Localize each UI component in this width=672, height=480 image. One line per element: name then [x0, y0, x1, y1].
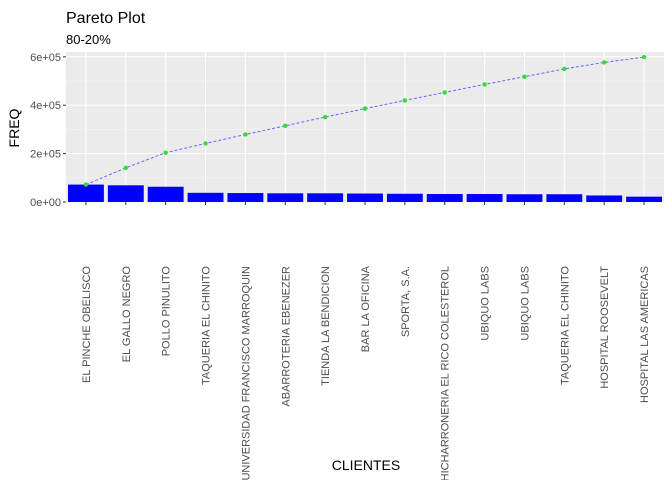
gridlines — [66, 52, 664, 203]
cumulative-point — [243, 132, 248, 137]
x-tick-label: SPORTA, S.A. — [400, 266, 412, 337]
cumulative-point — [163, 150, 168, 155]
cumulative-point — [482, 82, 487, 87]
x-tick-label: UBIQUO LABS — [480, 266, 492, 341]
bar — [107, 185, 144, 202]
chart-subtitle: 80-20% — [66, 32, 111, 47]
bars-layer — [67, 184, 663, 202]
bar — [227, 193, 264, 202]
x-tick-label: POLLO PINULITO — [161, 266, 173, 357]
bar — [586, 195, 623, 202]
cumulative-point — [322, 114, 328, 120]
x-tick-label: EL PINCHE OBELISCO — [81, 266, 93, 383]
x-axis-title: CLIENTES — [332, 457, 400, 473]
x-tick-label: EL GALLO NEGRO — [121, 266, 133, 363]
y-tick-label: 6e+05 — [30, 52, 61, 64]
x-tick-label: BAR LA OFICINA — [360, 265, 372, 352]
x-tick-label: HOSPITAL LAS AMERICAS — [639, 266, 651, 403]
bar — [147, 186, 184, 202]
x-tick-label: TAQUERIA EL CHINITO — [201, 266, 213, 385]
cumulative-point — [283, 123, 288, 128]
cumulative-point — [123, 165, 128, 171]
chart-title: Pareto Plot — [66, 10, 146, 27]
cumulative-point — [83, 182, 89, 187]
y-tick-label: 4e+05 — [30, 100, 61, 112]
bar — [506, 194, 543, 202]
x-tick-label: ABARROTERIA EBENEZER — [280, 266, 292, 407]
cumulative-point — [641, 54, 647, 60]
cumulative-point — [362, 106, 368, 111]
x-tick-label: UNIVERSIDAD FRANCISCO MARROQUIN — [240, 266, 252, 480]
bar — [386, 193, 423, 202]
bar — [466, 194, 503, 202]
bar — [426, 194, 463, 202]
bar — [347, 193, 383, 202]
bar — [267, 193, 304, 202]
cumulative-point — [522, 74, 527, 79]
y-tick-label: 0e+00 — [30, 197, 61, 209]
cumulative-point — [402, 98, 408, 103]
bar — [67, 184, 104, 202]
x-tick-label: TAQUERIA EL CHINITO — [559, 266, 571, 385]
cumulative-points — [83, 54, 647, 187]
y-axis-ticks: 0e+00 2e+05 4e+05 6e+05 — [30, 52, 66, 209]
cumulative-point — [602, 60, 607, 65]
y-tick-label: 2e+05 — [30, 149, 61, 161]
y-axis-title: FREQ — [6, 108, 22, 147]
bar — [626, 196, 663, 202]
bar — [187, 192, 224, 202]
x-tick-label: TIENDA LA BENDICION — [320, 266, 332, 386]
x-tick-label: CHICHARRONERIA EL RICO COLESTEROL — [440, 266, 452, 480]
cumulative-point — [442, 90, 447, 95]
cumulative-point — [562, 66, 567, 72]
x-axis-ticks: EL PINCHE OBELISCO EL GALLO NEGRO POLLO PI… — [81, 202, 651, 480]
cumulative-point — [203, 141, 208, 146]
x-tick-label: UBIQUO LABS — [519, 266, 531, 341]
bar — [307, 193, 344, 202]
x-tick-label: HOSPITAL ROOSEVELT — [599, 266, 611, 389]
bar — [546, 194, 583, 202]
